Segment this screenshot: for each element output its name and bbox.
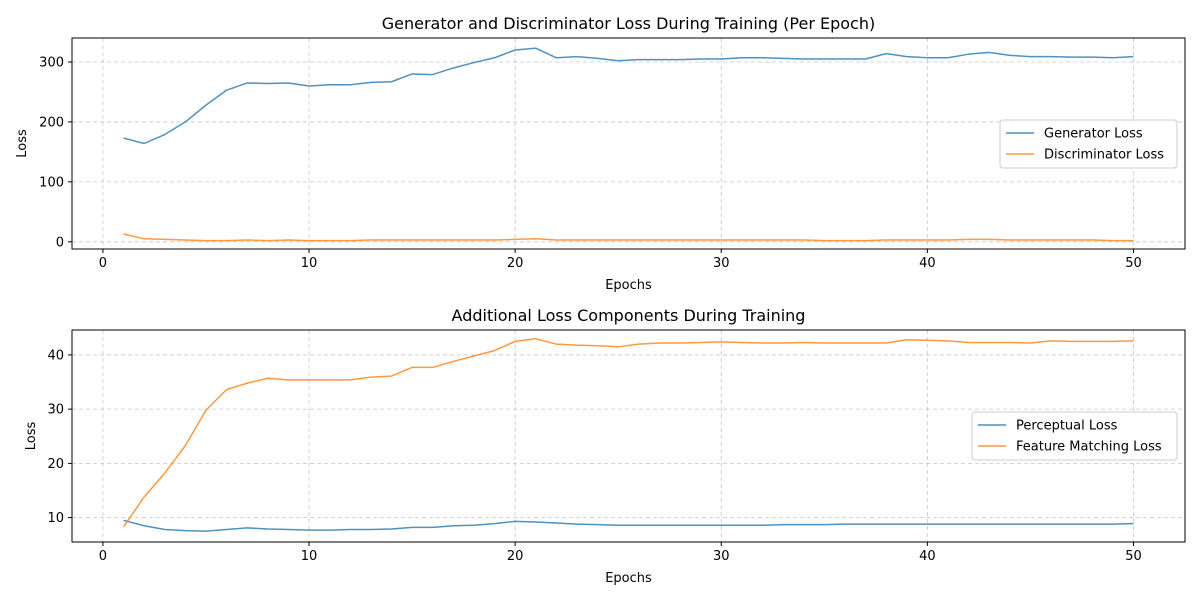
y-axis-label: Loss (15, 129, 30, 158)
x-axis-label: Epochs (605, 278, 652, 293)
series-line-2 (123, 233, 1134, 242)
series-line-1 (123, 519, 1134, 532)
x-tick-label: 10 (301, 549, 318, 564)
legend-label-1: Perceptual Loss (1016, 419, 1118, 434)
x-tick-label: 20 (507, 549, 524, 564)
y-tick-label: 10 (47, 511, 64, 526)
x-tick-label: 50 (1125, 549, 1142, 564)
legend-box (971, 411, 1178, 461)
legend: Perceptual Loss Feature Matching Loss (971, 411, 1178, 461)
x-tick-label: 10 (301, 256, 318, 271)
x-tick-label: 30 (713, 549, 730, 564)
chart-title: Generator and Discriminator Loss During … (382, 14, 875, 33)
chart-title: Additional Loss Components During Traini… (452, 306, 806, 325)
legend-box (999, 119, 1178, 169)
x-axis-label: Epochs (605, 571, 652, 586)
x-tick-label: 20 (507, 256, 524, 271)
legend: Generator Loss Discriminator Loss (999, 119, 1178, 169)
y-tick-label: 30 (47, 403, 64, 418)
chart-2: 0 10 20 30 40 50 10 20 30 40 Additional Loss Compo… (24, 306, 1186, 586)
legend-label-2: Feature Matching Loss (1016, 440, 1162, 455)
legend-label-1: Generator Loss (1044, 127, 1143, 142)
y-tick-label: 100 (39, 175, 64, 190)
legend-label-2: Discriminator Loss (1044, 148, 1164, 163)
y-tick-label: 20 (47, 457, 64, 472)
y-axis-label: Loss (24, 422, 39, 451)
series-line-2 (122, 337, 1134, 528)
y-tick-label: 40 (47, 348, 64, 363)
plot-frame (71, 329, 1186, 543)
chart-1: 0 10 20 30 40 50 0 100 200 300 Generator and Discr… (15, 14, 1186, 293)
series-line-1 (123, 47, 1134, 145)
x-tick-label: 0 (99, 549, 107, 564)
x-tick-label: 30 (713, 256, 730, 271)
x-tick-label: 40 (919, 549, 936, 564)
x-tick-label: 40 (919, 256, 936, 271)
y-tick-label: 200 (39, 115, 64, 130)
plot-frame (71, 37, 1186, 250)
x-tick-label: 0 (99, 256, 107, 271)
y-tick-label: 0 (56, 235, 64, 250)
y-tick-label: 300 (39, 55, 64, 70)
x-tick-label: 50 (1125, 256, 1142, 271)
